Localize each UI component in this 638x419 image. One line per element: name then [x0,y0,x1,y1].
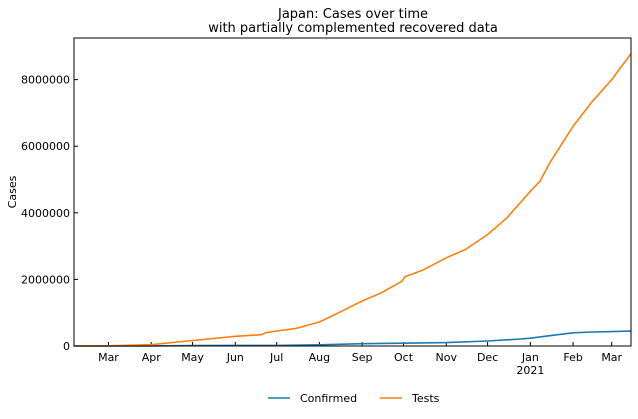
x-tick-year-label: 2021 [516,364,544,377]
x-tick-label: Sep [352,351,373,364]
legend-label: Confirmed [300,392,357,405]
series-lines [73,53,632,347]
x-tick-label: Aug [309,351,330,364]
chart-title: Japan: Cases over time [277,7,428,22]
chart-subtitle: with partially complemented recovered da… [208,21,498,36]
y-tick-label: 4000000 [21,207,70,220]
y-tick-label: 0 [63,340,70,353]
x-tick-label: Nov [436,351,458,364]
y-tick-label: 2000000 [21,273,70,286]
x-tick-label: Dec [477,351,498,364]
y-tick-label: 6000000 [21,140,70,153]
y-tick-label: 8000000 [21,74,70,87]
x-tick-label: Feb [563,351,582,364]
legend-label: Tests [411,392,440,405]
legend: Confirmed Tests [268,392,440,405]
plot-area-frame [73,37,632,347]
series-line-tests [73,53,632,347]
x-tick-label: Apr [142,351,162,364]
x-tick-label: Oct [394,351,414,364]
y-axis-label: Cases [6,175,19,208]
x-tick-label: Mar [601,351,622,364]
x-tick-label: May [181,351,204,364]
x-tick-label: Jan [521,351,539,364]
x-tick-label: Jul [269,351,283,364]
x-tick-label: Jun [226,351,244,364]
axis-ticks: 0 2000000 4000000 6000000 8000000 Mar Apr May Ju… [21,74,623,377]
x-tick-label: Mar [98,351,119,364]
